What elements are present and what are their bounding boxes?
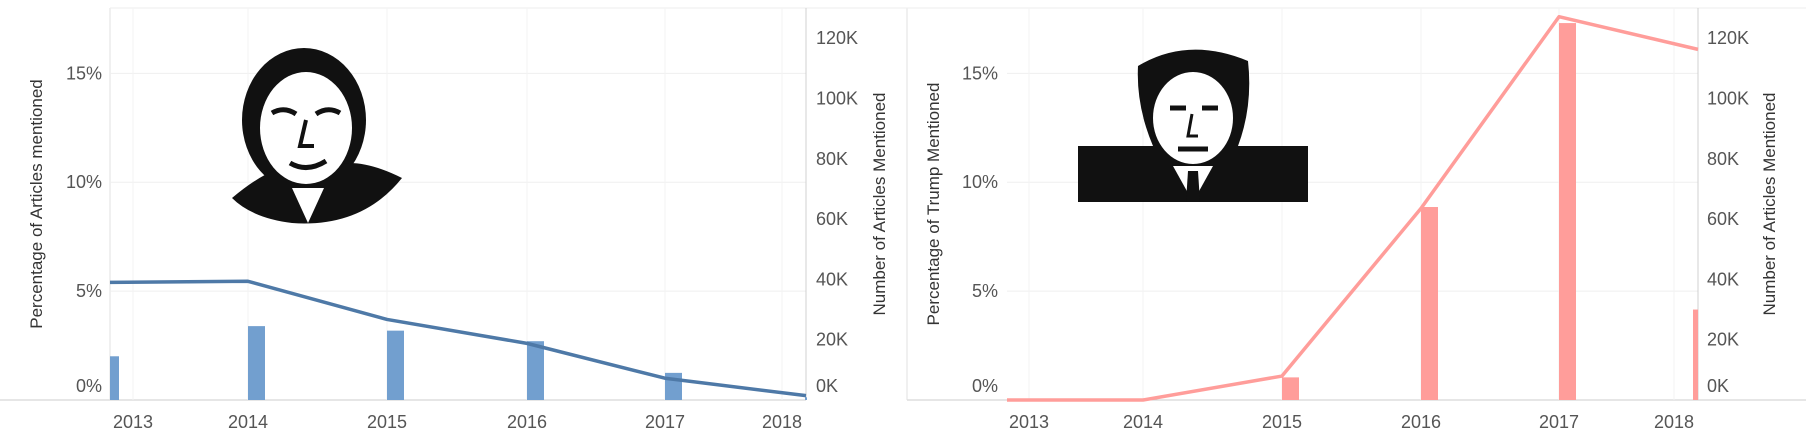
y2-tick-label: 0K (1707, 376, 1729, 396)
y2-tick-label: 60K (816, 209, 848, 229)
x-tick-label: 2018 (1654, 412, 1694, 432)
x-tick-label: 2013 (113, 412, 153, 432)
trump-portrait (1078, 49, 1308, 202)
portrait-eye (314, 107, 342, 117)
portrait-tie (1186, 171, 1200, 202)
chart-2: 0% 5% 10% 15% 0K 20K 40K 60K 80K 100K 120K 2013 2014… (924, 8, 1779, 432)
portrait-collar (292, 188, 324, 223)
line-series (109, 279, 807, 398)
y-tick-label: 10% (66, 172, 102, 192)
x-tick-label: 2014 (228, 412, 268, 432)
x-tick-label: 2017 (645, 412, 685, 432)
portrait-eye (270, 107, 298, 117)
line-series (1007, 14, 1699, 402)
obama-portrait (232, 48, 402, 224)
y2-tick-label: 100K (816, 88, 858, 108)
y2-tick-label: 80K (1707, 149, 1739, 169)
y2-tick-label: 120K (816, 28, 858, 48)
y2-axis-title: Number of Articles Mentioned (1760, 93, 1779, 316)
y2-tick-label: 20K (1707, 330, 1739, 350)
bar-2018 (1693, 309, 1698, 400)
y-axis-title: Percentage of Articles mentioned (27, 79, 46, 328)
x-tick-label: 2015 (1262, 412, 1302, 432)
x-tick-label: 2015 (367, 412, 407, 432)
bar-2015 (387, 330, 404, 400)
y2-tick-label: 120K (1707, 28, 1749, 48)
y-tick-label: 10% (962, 172, 998, 192)
y2-axis-title: Number of Articles Mentioned (870, 93, 889, 316)
y2-tick-label: 20K (816, 330, 848, 350)
y-tick-label: 5% (76, 281, 102, 301)
bar-2013 (110, 356, 119, 400)
bar-2016 (1421, 207, 1438, 400)
y-tick-label: 0% (76, 376, 102, 396)
bar-2017 (1559, 23, 1576, 400)
y-axis-title: Percentage of Trump Mentioned (924, 83, 943, 326)
bar-2016 (527, 341, 544, 400)
portrait-nose (297, 119, 314, 148)
y-tick-label: 0% (972, 376, 998, 396)
x-tick-label: 2014 (1123, 412, 1163, 432)
bar-2015 (1282, 377, 1299, 400)
y2-tick-label: 0K (816, 376, 838, 396)
y2-tick-label: 60K (1707, 209, 1739, 229)
y2-tick-label: 40K (1707, 269, 1739, 289)
bar-2014 (248, 326, 265, 400)
x-tick-label: 2016 (507, 412, 547, 432)
y-tick-label: 15% (962, 63, 998, 83)
y-tick-label: 15% (66, 63, 102, 83)
y-tick-label: 5% (972, 281, 998, 301)
portrait-face (1153, 72, 1233, 164)
bar-2018 (805, 397, 807, 400)
portrait-nose (1186, 113, 1198, 138)
x-tick-label: 2018 (762, 412, 802, 432)
y2-tick-label: 80K (816, 149, 848, 169)
x-tick-label: 2017 (1539, 412, 1579, 432)
x-tick-label: 2016 (1401, 412, 1441, 432)
portrait-mouth (288, 158, 328, 170)
chart-1: 0% 5% 10% 15% 0K 20K 40K 60K 80K 100K 120K 2013 2014… (27, 8, 889, 432)
x-tick-label: 2013 (1009, 412, 1049, 432)
y2-tick-label: 100K (1707, 88, 1749, 108)
y2-tick-label: 40K (816, 269, 848, 289)
